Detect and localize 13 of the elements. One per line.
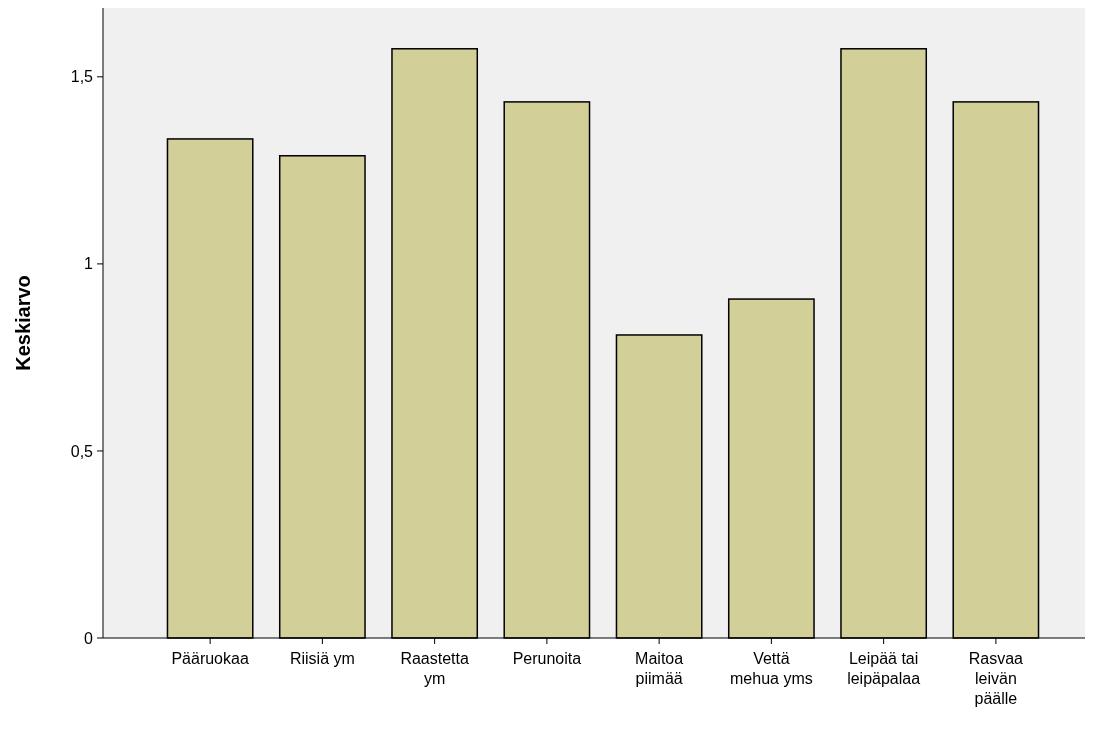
y-tick-label: 0 <box>84 629 94 647</box>
x-tick-label: Perunoita <box>512 650 582 667</box>
x-tick-label: Pääruokaa <box>171 650 249 667</box>
x-tick-label: Vettä mehua yms <box>730 650 813 687</box>
x-tick-label: Rasvaa leivän päälle <box>968 650 1024 707</box>
x-tick-label: Leipää tai leipäpalaa <box>847 650 921 687</box>
y-tick-label: 1,5 <box>70 68 94 86</box>
y-axis-title: Keskiarvo <box>12 275 34 371</box>
x-tick-label: Riisiä ym <box>289 650 355 667</box>
y-tick-label: 0,5 <box>70 442 94 460</box>
y-tick-label: 1 <box>84 255 94 273</box>
x-tick-label: Maitoa piimää <box>635 650 684 687</box>
x-tick-label: Raastetta ym <box>400 650 469 687</box>
